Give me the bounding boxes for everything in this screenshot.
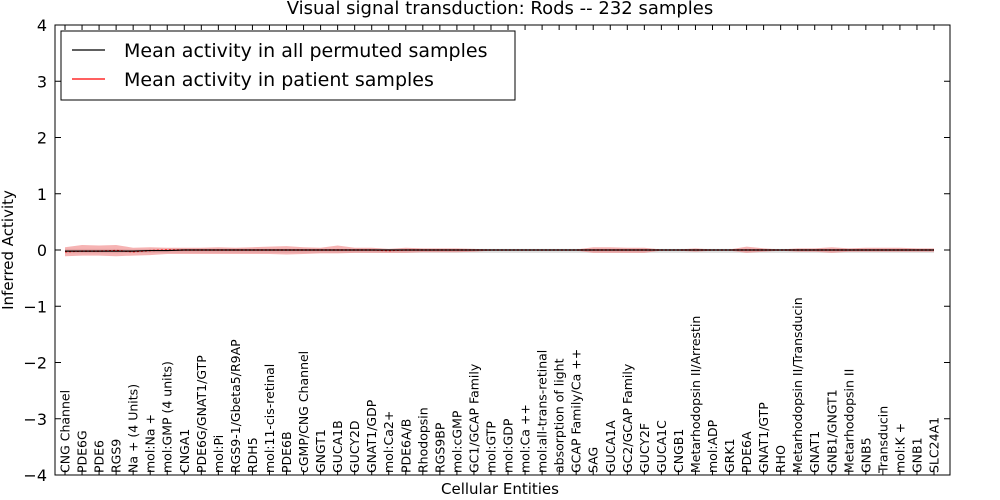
x-tick-label: GNAT1/GTP [756, 402, 771, 473]
x-tick-label: Transducin [875, 406, 890, 474]
y-axis-label: Inferred Activity [0, 190, 17, 310]
x-tick-label: PDE6B [279, 431, 294, 473]
x-axis-label: Cellular Entities [441, 480, 559, 498]
x-tick-label: mol:Ca ++ [518, 404, 533, 473]
x-tick-label: Metarhodopsin II/Transducin [790, 297, 805, 473]
x-tick-label: PDE6G/GNAT1/GTP [194, 355, 209, 473]
x-tick-label: PDE6 [92, 440, 107, 473]
x-tick-label: GC2/GCAP Family [620, 363, 635, 473]
x-tick-label: CNGB1 [671, 429, 686, 473]
x-tick-label: PDE6G [75, 430, 90, 473]
x-tick-label: GNB1 [909, 437, 924, 473]
x-tick-label: RGS9 [109, 439, 124, 473]
x-tick-label: mol:Pi [211, 435, 226, 473]
plot-area [64, 244, 934, 257]
legend-box [60, 30, 516, 101]
x-tick-label: mol:11-cis-retinal [262, 364, 277, 473]
x-tick-label: GCAP Family/Ca ++ [569, 349, 584, 473]
x-tick-label: GNAT1/GDP [364, 399, 379, 473]
legend: Mean activity in all permuted samples Me… [60, 30, 516, 101]
x-tick-label: cGMP/CNG Channel [296, 351, 311, 473]
x-tick-label: RGS9BP [432, 422, 447, 473]
chart-title: Visual signal transduction: Rods -- 232 … [287, 0, 714, 19]
x-tick-label: Rhodopsin [415, 407, 430, 473]
y-tick-label: −3 [23, 410, 47, 429]
y-axis: −4 −3 −2 −1 0 1 2 3 4 [23, 16, 950, 485]
x-tick-label: mol:all-trans-retinal [535, 350, 550, 473]
x-tick-label: GC1/GCAP Family [466, 363, 481, 473]
x-tick-label: mol:cGMP [449, 410, 464, 473]
series-line-permuted [65, 249, 934, 252]
x-tick-label: GNAT1 [807, 431, 822, 473]
x-tick-label: CNG Channel [58, 390, 73, 473]
x-tick-label: RGS9-1/Gbeta5/R9AP [228, 339, 243, 473]
x-tick-label: mol:GTP [483, 421, 498, 473]
x-tick-label: mol:Ca2+ [381, 411, 396, 473]
x-axis: CNG Channel PDE6G PDE6 RGS9 Na + (4 Units) mo… [58, 25, 942, 475]
y-tick-label: 1 [37, 185, 47, 204]
x-tick-label: CNGA1 [177, 429, 192, 473]
x-tick-label: GUCA1B [330, 420, 345, 473]
x-tick-label: GUCA1C [654, 420, 669, 473]
y-tick-label: 0 [37, 241, 47, 260]
y-tick-label: 4 [37, 16, 47, 35]
y-tick-label: 3 [37, 72, 47, 91]
y-tick-label: −1 [23, 297, 47, 316]
x-tick-label: GNB5 [858, 437, 873, 473]
x-tick-label: GUCA1A [603, 420, 618, 473]
x-tick-label: Metarhodopsin II/Arrestin [688, 316, 703, 473]
y-tick-label: 2 [37, 129, 47, 148]
x-tick-label: SLC24A1 [927, 417, 942, 473]
x-tick-label: GRK1 [722, 438, 737, 473]
x-tick-label: absorption of light [552, 358, 567, 473]
x-tick-label: mol:K + [892, 423, 907, 473]
x-tick-label: RHO [773, 445, 788, 473]
x-tick-label: GUCY2F [637, 423, 652, 473]
legend-label-patient: Mean activity in patient samples [124, 69, 434, 91]
y-tick-label: −4 [23, 466, 47, 485]
x-tick-label: GNGT1 [313, 429, 328, 473]
x-tick-label: Na + (4 Units) [126, 384, 141, 473]
x-tick-label: SAG [586, 447, 601, 473]
x-tick-label: mol:GMP (4 units) [160, 361, 175, 473]
legend-label-permuted: Mean activity in all permuted samples [124, 40, 487, 62]
x-tick-label: mol:GDP [501, 418, 516, 473]
x-tick-label: Metarhodopsin II [841, 369, 856, 473]
x-tick-label: mol:Na + [143, 414, 158, 473]
x-tick-label: GUCY2D [347, 420, 362, 473]
x-tick-label: GNB1/GNGT1 [824, 389, 839, 473]
x-tick-label: mol:ADP [705, 419, 720, 473]
x-tick-label: PDE6A [739, 431, 754, 473]
x-tick-label: RDH5 [245, 437, 260, 473]
y-tick-label: −2 [23, 354, 47, 373]
x-tick-label: PDE6A/B [398, 419, 413, 473]
